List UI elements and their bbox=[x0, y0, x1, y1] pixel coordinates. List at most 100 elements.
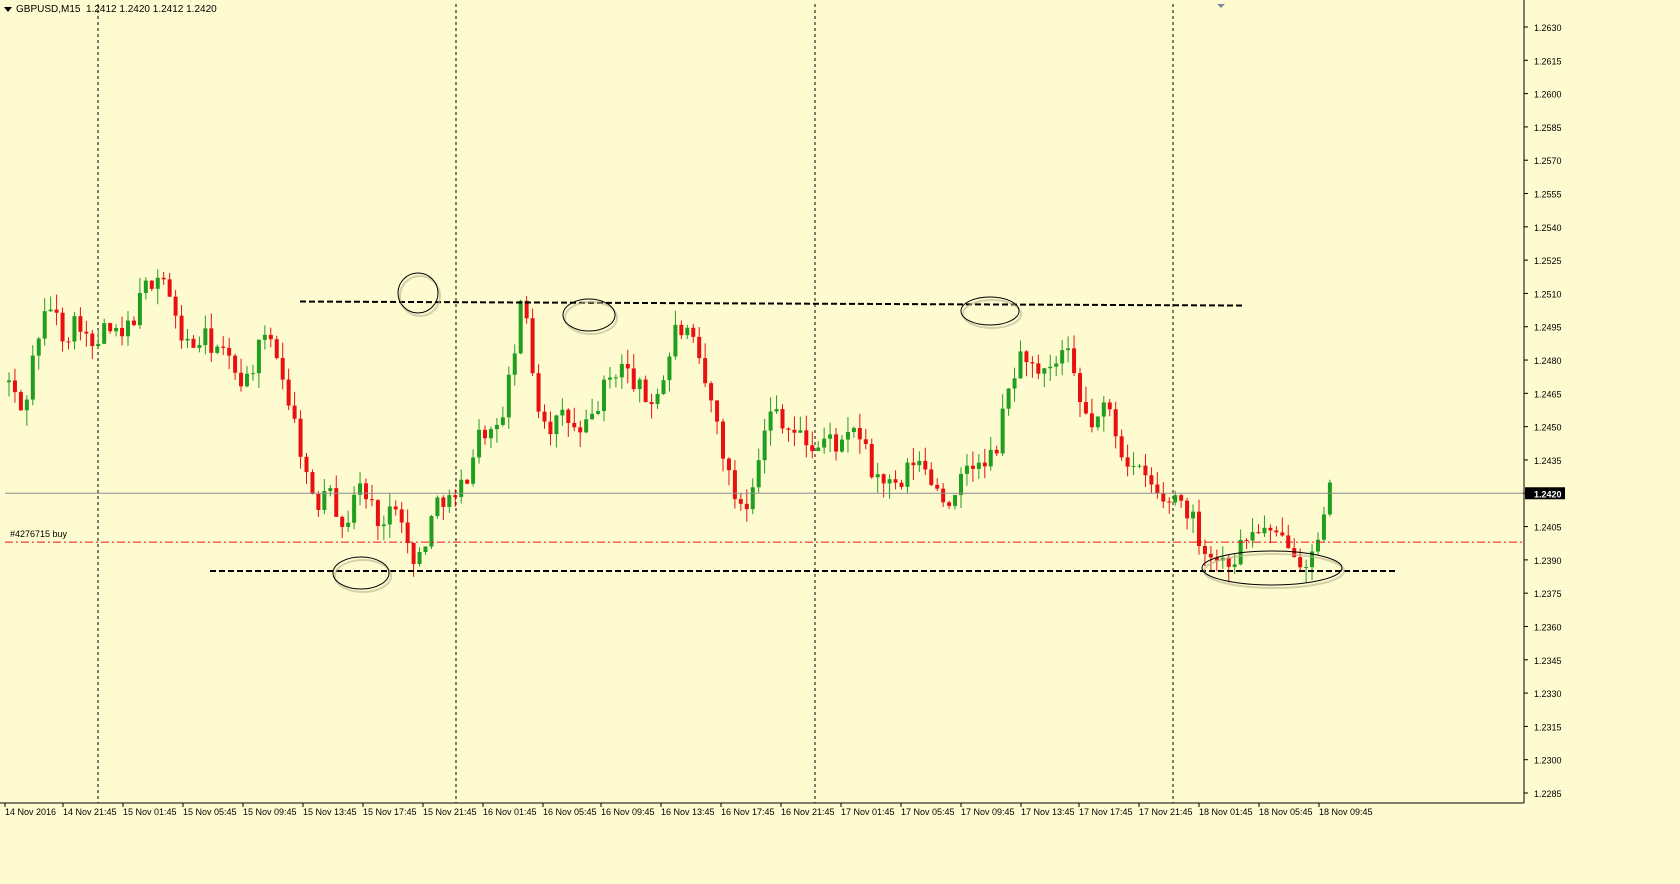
y-tick-label: 1.2375 bbox=[1534, 589, 1562, 599]
candle-body bbox=[435, 497, 440, 517]
candle-body bbox=[1316, 539, 1320, 552]
candle-body bbox=[477, 429, 482, 458]
candle-body bbox=[1167, 501, 1172, 503]
candle-body bbox=[959, 473, 963, 495]
candle-body bbox=[554, 415, 559, 435]
candle-body bbox=[1036, 363, 1041, 374]
candle-body bbox=[114, 327, 119, 332]
candle-body bbox=[655, 394, 660, 405]
candle-body bbox=[364, 483, 368, 500]
y-tick-label: 1.2540 bbox=[1534, 223, 1562, 233]
y-tick-label: 1.2630 bbox=[1534, 23, 1562, 33]
candle-body bbox=[810, 445, 815, 452]
candle-body bbox=[709, 383, 714, 401]
candle-body bbox=[1208, 553, 1213, 558]
candle-body bbox=[1244, 539, 1249, 541]
candle-body bbox=[643, 379, 648, 403]
annotation-ellipse-shadow bbox=[564, 301, 618, 335]
y-tick-label: 1.2510 bbox=[1534, 289, 1562, 299]
candle-body bbox=[72, 316, 77, 342]
candle-body bbox=[786, 428, 791, 430]
candle-body bbox=[667, 356, 672, 381]
candle-body bbox=[744, 503, 749, 510]
candle-body bbox=[703, 358, 708, 384]
candle-body bbox=[1072, 348, 1077, 374]
candle-body bbox=[209, 328, 214, 353]
candle-body bbox=[506, 374, 511, 418]
candle-body bbox=[1185, 500, 1190, 519]
candle-body bbox=[1078, 373, 1082, 402]
current-price-label: 1.2420 bbox=[1534, 489, 1562, 499]
candle-body bbox=[851, 427, 856, 433]
candle-body bbox=[685, 327, 690, 336]
candle-body bbox=[286, 379, 291, 406]
candle-body bbox=[102, 323, 107, 344]
candle-body bbox=[1089, 413, 1094, 428]
candle-body bbox=[929, 469, 934, 485]
candle-body bbox=[679, 324, 684, 336]
candle-body bbox=[137, 292, 142, 326]
annotation-ellipse-shadow bbox=[1203, 553, 1345, 589]
candle-body bbox=[1250, 532, 1255, 541]
candle-body bbox=[1274, 530, 1279, 533]
annotation-ellipse bbox=[960, 296, 1020, 326]
candle-body bbox=[262, 334, 267, 340]
x-tick-label: 16 Nov 13:45 bbox=[661, 807, 715, 817]
y-tick-label: 1.2585 bbox=[1534, 123, 1562, 133]
candle-body bbox=[982, 462, 987, 467]
candle-body bbox=[613, 377, 618, 379]
candle-body bbox=[221, 346, 226, 348]
candle-body bbox=[1232, 564, 1237, 567]
candle-body bbox=[143, 280, 148, 293]
candle-body bbox=[828, 434, 833, 439]
candle-body bbox=[738, 499, 743, 504]
candle-body bbox=[292, 405, 297, 419]
candle-body bbox=[411, 542, 416, 565]
candle-body bbox=[637, 379, 642, 390]
candle-body bbox=[941, 488, 946, 503]
candle-body bbox=[923, 460, 928, 470]
candle-body bbox=[881, 474, 886, 484]
candle-body bbox=[721, 421, 725, 459]
candle-body bbox=[875, 474, 880, 478]
candle-body bbox=[108, 323, 113, 332]
y-tick-label: 1.2405 bbox=[1534, 523, 1562, 533]
candle-body bbox=[988, 449, 993, 467]
candle-body bbox=[500, 417, 505, 425]
dropdown-icon[interactable] bbox=[4, 6, 12, 12]
candle-body bbox=[239, 372, 244, 387]
candle-body bbox=[905, 462, 910, 487]
y-tick-label: 1.2300 bbox=[1534, 756, 1562, 766]
candle-body bbox=[334, 488, 339, 517]
candle-body bbox=[185, 338, 190, 341]
y-tick-label: 1.2345 bbox=[1534, 656, 1562, 666]
candle-body bbox=[316, 494, 321, 510]
candle-body bbox=[1030, 362, 1035, 364]
annotation-ellipse bbox=[562, 298, 616, 332]
candle-body bbox=[964, 465, 969, 474]
candle-body bbox=[578, 427, 583, 433]
x-tick-label: 17 Nov 13:45 bbox=[1021, 807, 1075, 817]
annotation-ellipse-shadow bbox=[334, 559, 392, 593]
candle-body bbox=[215, 346, 220, 353]
candle-body bbox=[994, 449, 999, 454]
y-tick-label: 1.2615 bbox=[1534, 56, 1562, 66]
candle-body bbox=[649, 402, 654, 405]
candle-body bbox=[631, 368, 636, 390]
candle-body bbox=[863, 439, 868, 444]
candle-body bbox=[405, 522, 410, 543]
candle-body bbox=[1054, 363, 1059, 367]
candle-body bbox=[393, 506, 398, 510]
candle-body bbox=[1018, 351, 1023, 379]
candle-body bbox=[518, 300, 523, 354]
annotation-ellipse bbox=[397, 272, 439, 314]
y-tick-label: 1.2495 bbox=[1534, 323, 1562, 333]
candle-body bbox=[590, 413, 595, 420]
y-tick-label: 1.2330 bbox=[1534, 689, 1562, 699]
candle-body bbox=[911, 462, 916, 466]
x-tick-label: 17 Nov 21:45 bbox=[1139, 807, 1193, 817]
candle-body bbox=[352, 494, 357, 523]
candle-body bbox=[18, 392, 23, 411]
